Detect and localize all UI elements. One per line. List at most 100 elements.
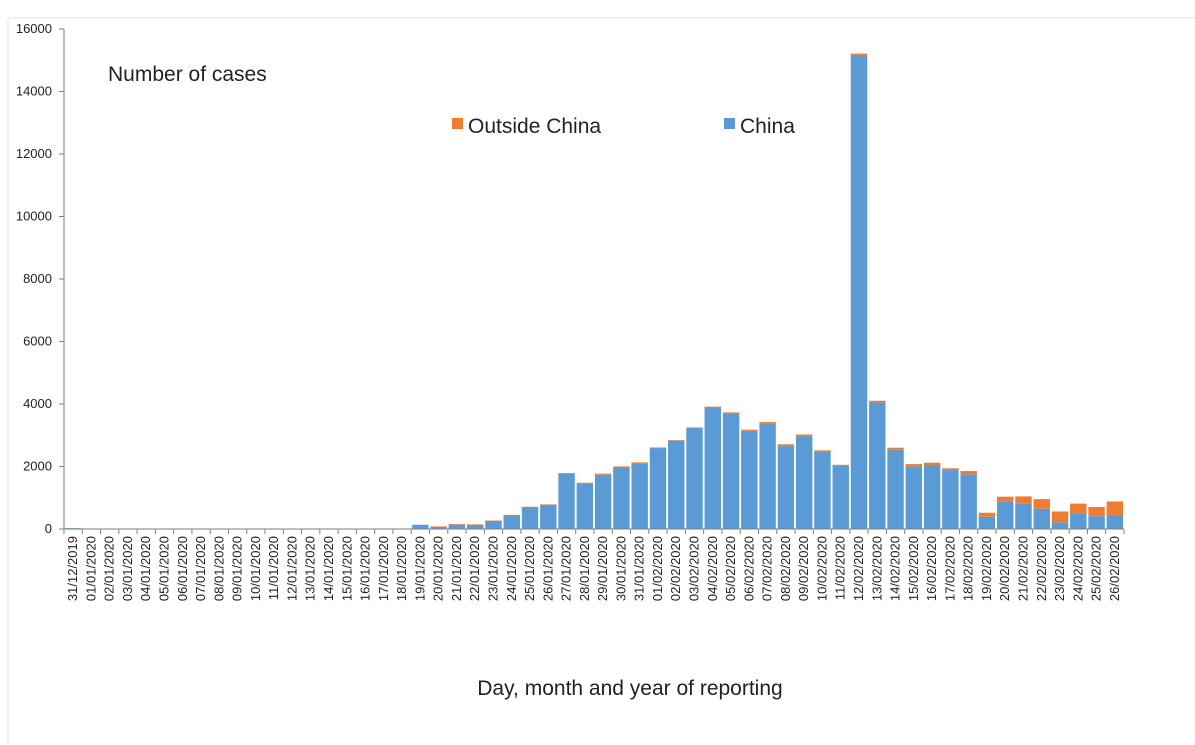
bar-outside-china-28/01/2020	[576, 482, 594, 484]
bars-group	[64, 53, 1124, 529]
x-tick-label: 04/02/2020	[705, 536, 720, 601]
y-tick-label: 12000	[16, 146, 52, 161]
bar-outside-china-23/01/2020	[485, 520, 502, 522]
x-tick-label: 03/02/2020	[687, 536, 702, 601]
bar-outside-china-22/02/2020	[1033, 499, 1050, 509]
bar-outside-china-20/01/2020	[430, 526, 447, 528]
x-tick-label: 08/01/2020	[211, 536, 226, 601]
x-tick-label: 09/01/2020	[230, 536, 245, 601]
x-tick-label: 16/01/2020	[358, 536, 373, 601]
x-tick-label: 02/02/2020	[668, 536, 683, 601]
bar-china-03/02/2020	[686, 427, 703, 529]
bar-china-10/02/2020	[814, 451, 831, 529]
bar-china-16/02/2020	[923, 465, 941, 529]
bar-outside-china-25/02/2020	[1088, 507, 1105, 517]
x-axis: 31/12/2019 01/01/2020 02/01/2020 03/01/2020…	[63, 528, 1125, 601]
x-tick-label: 12/02/2020	[851, 536, 866, 601]
x-axis-title: Day, month and year of reporting	[477, 677, 782, 700]
x-tick-label: 20/02/2020	[997, 536, 1012, 601]
x-tick-label: 15/01/2020	[339, 536, 354, 601]
x-tick-label: 06/01/2020	[175, 536, 190, 601]
bar-outside-china-21/02/2020	[1015, 496, 1032, 504]
x-tick-label: 05/01/2020	[157, 536, 172, 601]
y-tick-label: 10000	[16, 209, 52, 224]
bar-china-26/01/2020	[540, 504, 557, 529]
bar-outside-china-17/02/2020	[942, 468, 959, 471]
bar-outside-china-10/02/2020	[814, 450, 831, 452]
legend-label-china: China	[740, 115, 795, 138]
bar-china-05/02/2020	[722, 413, 740, 529]
x-tick-label: 17/01/2020	[376, 536, 391, 601]
x-tick-label: 14/02/2020	[888, 536, 903, 601]
bar-china-31/01/2020	[631, 463, 648, 529]
bar-outside-china-26/01/2020	[540, 504, 557, 505]
x-tick-label: 07/01/2020	[193, 536, 208, 601]
bar-outside-china-06/02/2020	[741, 429, 758, 431]
x-tick-label: 22/01/2020	[467, 536, 482, 601]
x-tick-label: 23/01/2020	[485, 536, 500, 601]
bar-outside-china-13/02/2020	[869, 400, 886, 403]
bar-china-18/02/2020	[960, 474, 977, 529]
x-tick-label: 06/02/2020	[741, 536, 756, 601]
bar-outside-china-04/02/2020	[704, 406, 722, 408]
bar-outside-china-29/01/2020	[594, 473, 612, 475]
x-tick-label: 01/02/2020	[650, 536, 665, 601]
bar-china-23/02/2020	[1051, 522, 1069, 529]
x-tick-label: 11/01/2020	[266, 536, 281, 600]
bar-china-27/01/2020	[558, 473, 575, 529]
bar-outside-china-26/02/2020	[1106, 501, 1124, 516]
bar-outside-china-22/01/2020	[466, 524, 484, 525]
bar-outside-china-20/02/2020	[996, 496, 1014, 502]
bar-outside-china-27/01/2020	[558, 473, 575, 474]
bar-china-04/02/2020	[704, 407, 722, 529]
bar-china-01/02/2020	[649, 448, 667, 529]
bar-outside-china-24/01/2020	[503, 514, 520, 516]
x-tick-label: 25/02/2020	[1089, 536, 1104, 601]
bar-china-02/02/2020	[668, 440, 685, 529]
y-axis-title: Number of cases	[108, 63, 267, 86]
x-tick-label: 10/02/2020	[814, 536, 829, 601]
x-tick-label: 14/01/2020	[321, 536, 336, 601]
bar-china-21/01/2020	[448, 524, 466, 529]
bar-china-20/02/2020	[996, 501, 1014, 529]
x-tick-label: 17/02/2020	[942, 536, 957, 601]
bar-china-12/02/2020	[850, 55, 868, 529]
y-tick-label: 6000	[23, 334, 52, 349]
x-tick-label: 21/01/2020	[449, 536, 464, 601]
legend-swatch-outside-china	[452, 118, 463, 129]
x-tick-label: 10/01/2020	[248, 536, 263, 601]
bar-outside-china-08/02/2020	[777, 444, 795, 447]
y-tick-label: 14000	[16, 84, 52, 99]
x-tick-label: 08/02/2020	[778, 536, 793, 601]
legend-label-outside-china: Outside China	[468, 115, 601, 138]
bar-china-11/02/2020	[832, 466, 849, 529]
bar-outside-china-09/02/2020	[795, 434, 813, 437]
bar-outside-china-19/02/2020	[978, 512, 996, 517]
bar-china-20/01/2020	[430, 526, 447, 529]
bar-outside-china-25/01/2020	[521, 506, 539, 508]
bar-china-17/02/2020	[942, 470, 959, 529]
x-tick-label: 03/01/2020	[120, 536, 135, 601]
x-tick-label: 23/02/2020	[1052, 536, 1067, 601]
x-tick-label: 04/01/2020	[138, 536, 153, 601]
x-tick-label: 19/01/2020	[412, 536, 427, 601]
x-tick-label: 18/02/2020	[961, 536, 976, 601]
bar-china-21/02/2020	[1015, 503, 1032, 529]
x-tick-label: 30/01/2020	[613, 536, 628, 601]
bar-outside-china-14/02/2020	[887, 447, 904, 450]
x-tick-label: 02/01/2020	[102, 536, 117, 601]
x-tick-label: 21/02/2020	[1015, 536, 1030, 601]
bar-outside-china-24/02/2020	[1070, 503, 1087, 514]
bar-china-15/02/2020	[905, 466, 923, 529]
x-tick-label: 13/01/2020	[303, 536, 318, 601]
bar-outside-china-11/02/2020	[832, 464, 849, 467]
bar-outside-china-05/02/2020	[722, 412, 740, 414]
bar-china-06/02/2020	[741, 430, 758, 529]
bar-china-19/02/2020	[978, 516, 996, 529]
legend-swatch-china	[724, 118, 735, 129]
bar-china-26/02/2020	[1106, 515, 1124, 529]
x-tick-label: 01/01/2020	[83, 536, 98, 601]
bar-china-28/01/2020	[576, 483, 594, 529]
